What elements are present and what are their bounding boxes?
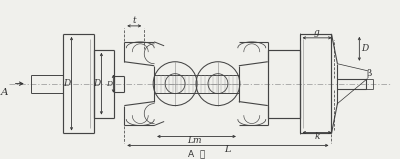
- Text: Lm: Lm: [187, 136, 202, 145]
- Text: k: k: [314, 132, 320, 141]
- Text: L: L: [225, 145, 231, 154]
- Text: D: D: [63, 79, 70, 88]
- Text: D: D: [361, 44, 368, 53]
- Text: D: D: [93, 79, 100, 88]
- Text: t: t: [132, 16, 136, 25]
- Text: g: g: [314, 28, 320, 37]
- Text: A  向: A 向: [188, 149, 206, 158]
- Text: A: A: [1, 88, 8, 97]
- Text: D: D: [106, 80, 112, 88]
- Text: β: β: [367, 69, 372, 78]
